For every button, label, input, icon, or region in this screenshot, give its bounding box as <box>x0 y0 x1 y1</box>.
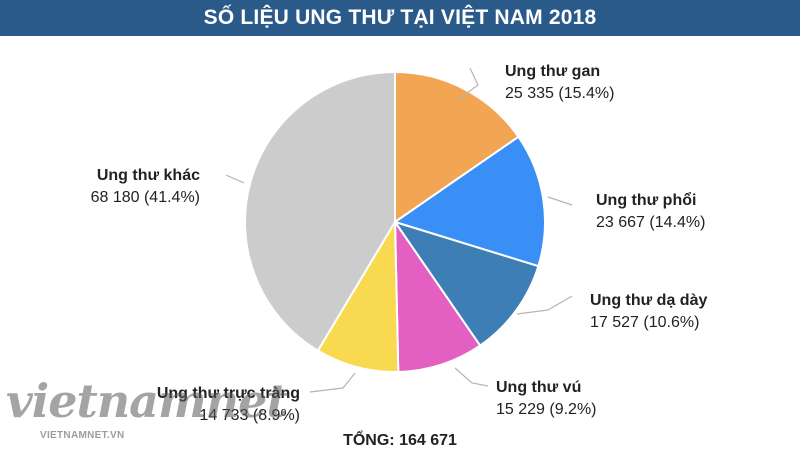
pie-slice-3 <box>392 220 540 347</box>
pie-slice-5 <box>316 218 400 373</box>
vietnamnet-watermark-logo: vietnamnet VIETNAMNET.VN <box>6 374 288 441</box>
chart-title: SỐ LIỆU UNG THƯ TẠI VIỆT NAM 2018 <box>203 6 597 29</box>
pie-slice-4 <box>393 218 482 373</box>
slice-value-label: 25 335 (15.4%) <box>505 85 614 102</box>
leader-line-5 <box>309 372 356 393</box>
leader-line-1 <box>457 67 479 101</box>
slice-name-label: Ung thư dạ dày <box>590 292 707 309</box>
slice-name-label: Ung thư gan <box>505 63 600 80</box>
pie-slice-1 <box>394 70 520 224</box>
pie-slice-2 <box>392 135 546 268</box>
leader-line-6 <box>225 174 245 184</box>
slice-name-label: Ung thư vú <box>496 379 581 396</box>
slice-value-label: 15 229 (9.2%) <box>496 401 597 418</box>
pie-slice-6 <box>244 70 396 353</box>
total-label: TỔNG: 164 671 <box>343 432 457 449</box>
leader-line-2 <box>547 196 573 206</box>
slice-value-label: 17 527 (10.6%) <box>590 314 699 331</box>
slice-value-label: 23 667 (14.4%) <box>596 214 705 231</box>
slice-value-label: 14 733 (8.9%) <box>199 407 300 424</box>
slice-value-label: 68 180 (41.4%) <box>91 189 200 206</box>
chart-header-bar: SỐ LIỆU UNG THƯ TẠI VIỆT NAM 2018 <box>0 0 800 36</box>
slice-name-label: Ung thư khác <box>97 167 200 184</box>
slice-name-label: Ung thư trực tràng <box>157 385 300 402</box>
leader-line-3 <box>516 295 573 315</box>
slice-name-label: Ung thư phổi <box>596 191 696 209</box>
leader-line-4 <box>454 367 489 387</box>
